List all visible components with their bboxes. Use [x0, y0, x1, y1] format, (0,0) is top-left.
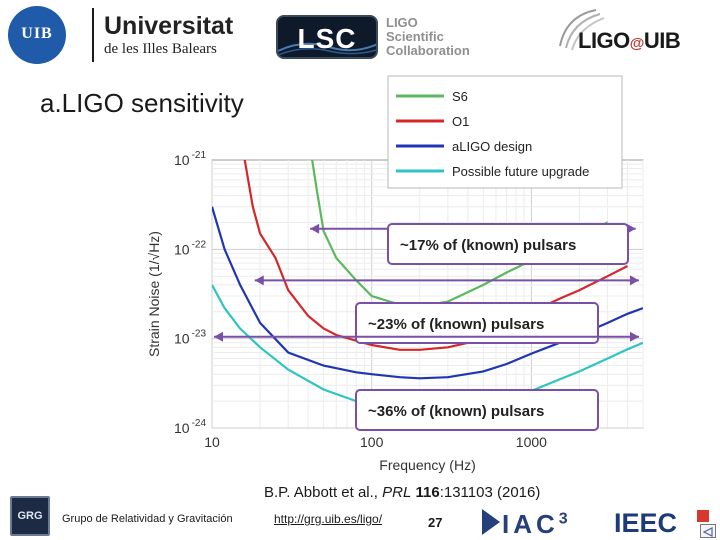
y-tick-label-2: 10 -23: [174, 329, 206, 347]
slide-title: a.LIGO sensitivity: [40, 88, 244, 118]
uib-seal: UIB: [8, 6, 66, 64]
triangle-left-icon: [702, 527, 713, 537]
footer-group-name: Grupo de Relatividad y Gravitación: [62, 513, 233, 525]
ieec-logo: IEEC: [612, 507, 712, 538]
y-tick-exponent-1: -22: [192, 239, 207, 250]
annotation-label-2: ~36% of (known) pulsars: [368, 403, 544, 420]
citation-pages: :131103 (2016): [439, 484, 541, 501]
citation-volume: 116: [411, 484, 440, 501]
iac-logo: IAC3: [480, 507, 590, 540]
y-tick-exponent-3: -24: [192, 418, 207, 429]
lsc-word-scientific: Scientific: [386, 29, 444, 44]
annotation-arrowhead-left-0: [310, 223, 320, 234]
plot-frame: [211, 159, 644, 429]
x-tick-label-2: 1000: [516, 434, 547, 450]
x-axis-label: Frequency (Hz): [379, 457, 475, 473]
ligo-at: @: [629, 35, 645, 52]
iac-sup: 3: [558, 510, 572, 528]
annotation-box-0: [387, 223, 629, 265]
x-tick-label-0: 10: [204, 434, 220, 450]
iac-mark-icon: [482, 509, 500, 535]
lsc-box: LSC: [276, 15, 378, 59]
footer-link[interactable]: http://grg.uib.es/ligo/: [274, 512, 383, 526]
uib-name: Universitat: [104, 12, 234, 40]
uib-subtitle: de les Illes Balears: [104, 41, 217, 57]
legend-label-3: Possible future upgrade: [452, 164, 589, 179]
ligo-swoosh-icon: [559, 9, 605, 51]
y-tick-exponent-2: -23: [192, 329, 207, 340]
ligo-uib-text: LIGO@UIB: [578, 28, 681, 54]
ligo-word: LIGO: [578, 28, 630, 53]
ieec-mark-icon: [697, 510, 709, 522]
uib-words: Universitat de les Illes Balears: [104, 12, 233, 58]
lsc-logo: LSC LIGO Scientific Collaboration: [276, 14, 512, 60]
iac-word: IAC: [502, 509, 559, 539]
lsc-words: LIGO Scientific Collaboration: [386, 16, 470, 58]
ieec-text: IEEC: [614, 508, 678, 538]
legend: S6 O1 aLIGO design Possible future upgrade: [387, 75, 623, 189]
ligo-uib-word: UIB: [643, 28, 681, 53]
annotation-arrowhead-left-2: [214, 331, 223, 342]
page-number: 27: [428, 515, 443, 530]
uib-seal-text: UIB: [21, 25, 53, 42]
uib-divider: [92, 8, 94, 62]
legend-label-2: aLIGO design: [452, 139, 532, 154]
legend-label-0: S6: [452, 89, 468, 104]
y-tick-exponent-0: -21: [192, 150, 207, 161]
lsc-word-ligo: LIGO: [386, 15, 418, 30]
annotation-arrowhead-right-1: [630, 275, 639, 286]
annotation-2: ~36% of (known) pulsars: [214, 331, 639, 431]
lsc-box-text: LSC: [297, 23, 357, 54]
annotation-0: ~17% of (known) pulsars: [310, 223, 636, 265]
iac-text: IAC3: [502, 509, 572, 540]
citation: B.P. Abbott et al., PRL 116:131103 (2016…: [264, 484, 540, 501]
slide-nav-back-icon[interactable]: [700, 524, 716, 538]
lsc-wave-icon: [278, 42, 376, 56]
citation-journal: PRL: [382, 484, 412, 501]
annotation-label-0: ~17% of (known) pulsars: [400, 237, 576, 254]
annotation-1: ~23% of (known) pulsars: [254, 275, 639, 344]
citation-authors: B.P. Abbott et al.,: [264, 484, 383, 501]
ligo-uib-logo: LIGO@UIB: [556, 6, 706, 62]
grg-logo: GRG: [10, 496, 50, 536]
annotation-box-2: [355, 389, 599, 431]
legend-label-1: O1: [452, 114, 469, 129]
y-tick-label-0: 10 -21: [174, 150, 206, 168]
annotation-box-1: [355, 302, 599, 344]
y-tick-label-1: 10 -22: [174, 239, 206, 257]
annotation-label-1: ~23% of (known) pulsars: [368, 316, 544, 333]
x-tick-label-1: 100: [360, 434, 384, 450]
uib-logo: UIB Universitat de les Illes Balears: [8, 4, 243, 66]
annotation-arrowhead-left-1: [254, 275, 264, 286]
y-axis-label: Strain Noise (1/√Hz): [146, 231, 162, 357]
y-tick-label-3: 10 -24: [174, 418, 206, 436]
annotation-arrowhead-right-2: [630, 331, 639, 342]
lsc-word-collaboration: Collaboration: [386, 43, 470, 58]
grg-logo-text: GRG: [17, 510, 43, 522]
